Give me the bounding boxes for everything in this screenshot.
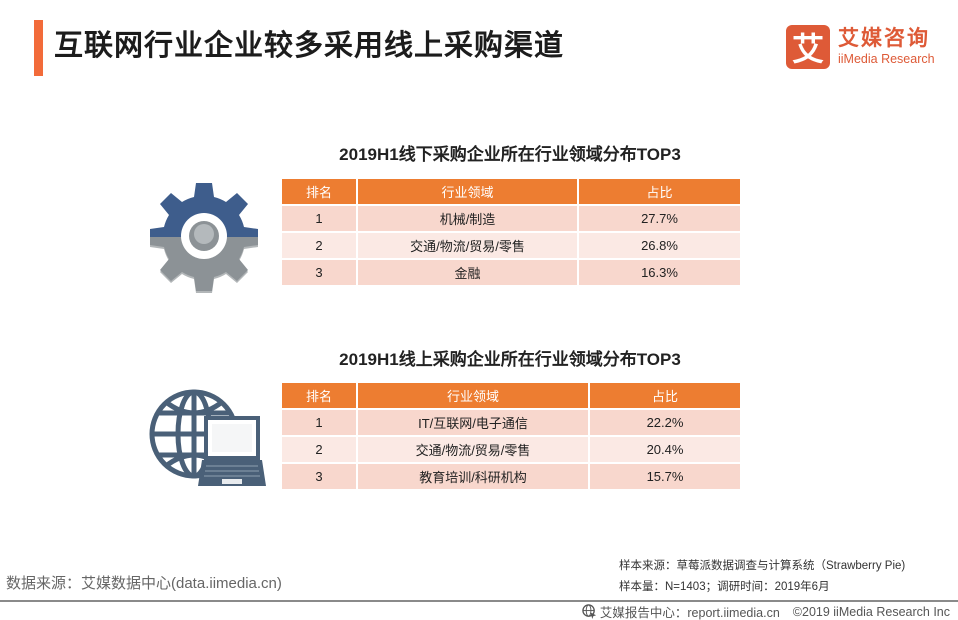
logo-mark: 艾 (786, 25, 830, 69)
table-row: 3 教育培训/科研机构 15.7% (282, 464, 740, 491)
share-cell: 16.3% (579, 260, 740, 287)
logo-name-en: iiMedia Research (838, 52, 935, 66)
industry-cell: 金融 (358, 260, 579, 287)
share-cell: 26.8% (579, 233, 740, 260)
sample-info: 样本量：N=1403；调研时间：2019年6月 (619, 581, 830, 593)
sample-note: 样本来源：草莓派数据调查与计算系统（Strawberry Pie) 样本量：N=… (619, 556, 905, 598)
logo-name-cn: 艾媒咨询 (838, 27, 930, 50)
column-header-share: 占比 (579, 179, 740, 206)
title-accent-bar (34, 20, 43, 76)
table-header-row: 排名 行业领域 占比 (282, 179, 740, 206)
table-row: 2 交通/物流/贸易/零售 26.8% (282, 233, 740, 260)
sample-source: 样本来源：草莓派数据调查与计算系统（Strawberry Pie) (619, 560, 906, 572)
column-header-industry: 行业领域 (358, 179, 579, 206)
industry-cell: 机械/制造 (358, 206, 579, 233)
rank-cell: 2 (282, 437, 358, 464)
table-row: 2 交通/物流/贸易/零售 20.4% (282, 437, 740, 464)
share-cell: 22.2% (590, 410, 740, 437)
globe-laptop-icon (148, 386, 268, 495)
column-header-share: 占比 (590, 383, 740, 410)
share-cell: 27.7% (579, 206, 740, 233)
industry-cell: 交通/物流/贸易/零售 (358, 437, 590, 464)
rank-cell: 3 (282, 260, 358, 287)
share-cell: 20.4% (590, 437, 740, 464)
column-header-rank: 排名 (282, 383, 358, 410)
table-row: 1 IT/互联网/电子通信 22.2% (282, 410, 740, 437)
footer-credits: 艾媒报告中心：report.iimedia.cn ©2019 iiMedia R… (582, 602, 950, 620)
rank-cell: 2 (282, 233, 358, 260)
report-center-link[interactable]: 艾媒报告中心：report.iimedia.cn (599, 606, 780, 620)
industry-cell: IT/互联网/电子通信 (358, 410, 590, 437)
globe-cursor-icon (582, 604, 596, 619)
table-row: 3 金融 16.3% (282, 260, 740, 287)
column-header-industry: 行业领域 (358, 383, 590, 410)
online-table-title: 2019H1线上采购企业所在行业领域分布TOP3 (339, 350, 681, 369)
table-header-row: 排名 行业领域 占比 (282, 383, 740, 410)
iimedia-logo: 艾 艾媒咨询 iiMedia Research (786, 24, 935, 70)
rank-cell: 1 (282, 410, 358, 437)
share-cell: 15.7% (590, 464, 740, 491)
column-header-rank: 排名 (282, 179, 358, 206)
copyright: ©2019 iiMedia Research Inc (792, 604, 950, 619)
data-source-note: 数据来源：艾媒数据中心(data.iimedia.cn) (6, 575, 282, 592)
page-title: 互联网行业企业较多采用线上采购渠道 (54, 30, 565, 62)
rank-cell: 3 (282, 464, 358, 491)
online-industry-table: 排名 行业领域 占比 1 IT/互联网/电子通信 22.2% 2 交通/物流/贸… (282, 383, 740, 491)
offline-industry-table: 排名 行业领域 占比 1 机械/制造 27.7% 2 交通/物流/贸易/零售 2… (282, 179, 740, 287)
industry-cell: 交通/物流/贸易/零售 (358, 233, 579, 260)
gear-icon (144, 178, 264, 299)
industry-cell: 教育培训/科研机构 (358, 464, 590, 491)
offline-table-title: 2019H1线下采购企业所在行业领域分布TOP3 (339, 145, 681, 164)
footer-divider (0, 600, 958, 602)
table-row: 1 机械/制造 27.7% (282, 206, 740, 233)
rank-cell: 1 (282, 206, 358, 233)
